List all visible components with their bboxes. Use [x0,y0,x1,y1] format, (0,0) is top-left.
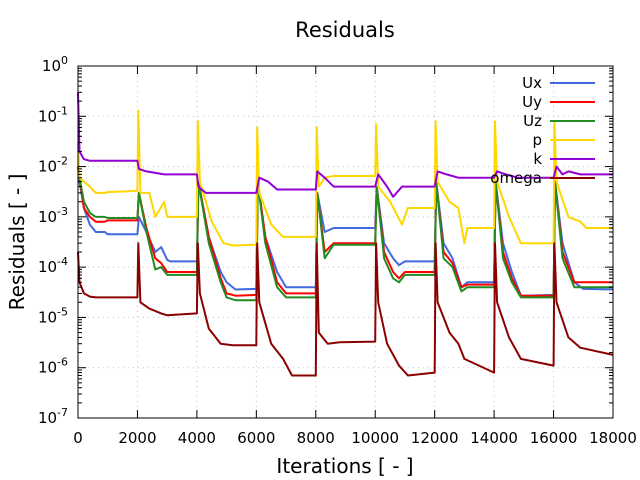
series-line-p [77,109,613,247]
series-line-k [77,92,613,198]
x-tick-label: 18000 [589,429,637,447]
y-axis-title: Residuals [ - ] [5,174,29,311]
series-layer [77,92,614,377]
y-tick-label: 10-5 [38,305,68,326]
x-tick-labels: 0 2000 4000 6000 8000 10000 12000 14000 16000 180… [73,429,637,447]
y-tick-label: 10-6 [38,356,68,377]
x-tick-label: 8000 [297,429,335,447]
x-tick-label: 10000 [351,429,399,447]
x-tick-label: 0 [73,429,83,447]
legend-label-p: p [532,131,542,149]
legend-label-uy: Uy [522,93,542,111]
x-tick-label: 12000 [411,429,459,447]
legend-label-omega: omega [490,169,542,187]
y-tick-labels: 100 10-1 10-2 10-3 10-4 10-5 10-6 10-7 [38,54,68,427]
plot-frame [77,65,614,419]
y-tick-label: 10-3 [38,205,68,226]
x-tick-label: 16000 [530,429,578,447]
x-axis-title: Iterations [ - ] [276,454,413,478]
y-tick-label: 10-7 [38,406,68,427]
legend-label-ux: Ux [522,74,542,92]
y-tick-label: 100 [42,54,68,75]
y-tick-label: 10-4 [38,255,68,276]
series-line-omega [77,242,614,377]
x-tick-label: 6000 [237,429,275,447]
series-line-uz [77,166,613,302]
x-tick-label: 4000 [178,429,216,447]
x-tick-label: 2000 [118,429,156,447]
chart-title: Residuals [295,18,395,42]
axis-ticks [77,65,614,419]
legend-label-uz: Uz [523,112,542,130]
x-tick-label: 14000 [470,429,518,447]
y-tick-label: 10-2 [38,155,68,176]
legend-label-k: k [533,150,542,168]
y-tick-label: 10-1 [38,104,68,125]
